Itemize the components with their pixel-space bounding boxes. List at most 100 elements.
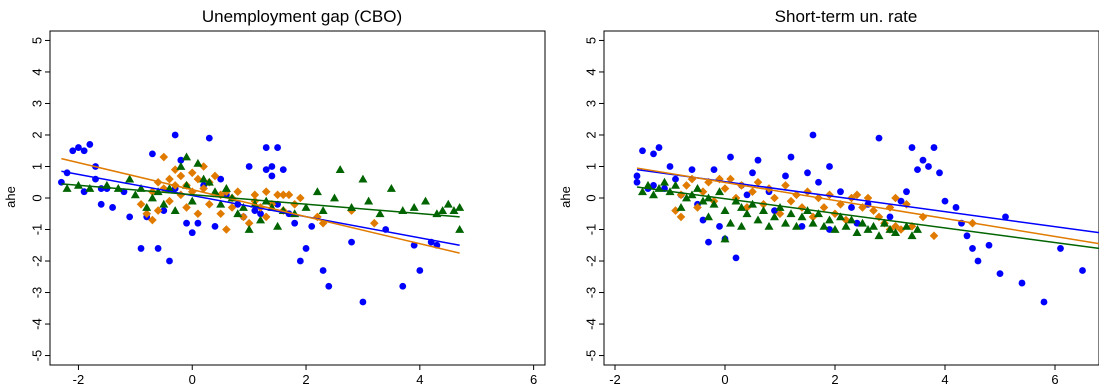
data-point-circle [80, 147, 88, 155]
data-point-triangle [764, 221, 774, 230]
x-tick-label: 4 [416, 372, 423, 387]
fit-lines [636, 167, 1099, 250]
data-point-triangle [216, 199, 226, 208]
data-point-diamond [748, 187, 757, 196]
data-point-diamond [687, 174, 697, 184]
data-point-triangle [874, 231, 884, 240]
data-point-triangle [62, 184, 72, 192]
data-point-diamond [187, 168, 197, 178]
data-point-circle [80, 188, 88, 196]
data-point-circle [705, 238, 712, 246]
data-point-triangle [176, 161, 186, 170]
data-point-triangle [364, 196, 374, 205]
data-point-triangle [318, 206, 328, 214]
data-point-triangle [125, 174, 135, 183]
data-point-circle [75, 144, 82, 151]
data-point-triangle [649, 190, 658, 199]
data-point-diamond [902, 200, 911, 209]
data-point-circle [710, 166, 718, 174]
data-point-circle [177, 156, 185, 164]
data-point-circle [952, 204, 960, 211]
data-point-diamond [808, 212, 818, 222]
data-point-triangle [759, 206, 768, 214]
data-point-diamond [153, 206, 163, 215]
data-point-triangle [753, 215, 763, 224]
data-point-diamond [676, 190, 686, 200]
data-point-triangle [386, 184, 396, 192]
data-point-circle [302, 245, 310, 252]
data-point-triangle [85, 184, 95, 192]
data-point-circle [245, 163, 253, 170]
chart-title: Short-term un. rate [775, 7, 918, 26]
data-point-diamond [165, 196, 174, 206]
data-point-circle [279, 166, 287, 174]
data-point-triangle [204, 177, 214, 186]
y-tick-label: -3 [584, 287, 599, 299]
data-point-diamond [222, 225, 231, 234]
data-point-diamond [170, 165, 180, 174]
data-point-triangle [312, 187, 322, 196]
data-point-circle [749, 169, 756, 177]
data-point-diamond [836, 200, 845, 209]
data-point-diamond [261, 187, 271, 196]
data-point-triangle [770, 212, 779, 221]
data-point-circle [205, 134, 213, 142]
data-point-circle [291, 219, 299, 227]
data-point-triangle [170, 206, 180, 214]
data-point-triangle [797, 212, 807, 221]
x-tick-label: 4 [941, 372, 948, 387]
data-point-triangle [130, 190, 140, 199]
data-point-triangle [748, 199, 757, 208]
y-tick-label: 3 [30, 100, 45, 107]
y-tick-label: 1 [30, 163, 45, 170]
data-point-circle [194, 219, 202, 227]
data-point-diamond [770, 193, 779, 203]
data-point-circle [809, 131, 817, 139]
data-point-circle [154, 245, 162, 252]
data-point-triangle [455, 225, 465, 233]
data-point-circle [137, 245, 145, 252]
data-point-circle [160, 207, 168, 215]
data-point-diamond [239, 212, 248, 222]
data-point-triangle [885, 225, 895, 233]
x-tick-label: 2 [831, 372, 838, 387]
data-point-circle [925, 163, 932, 170]
data-point-diamond [907, 222, 917, 231]
data-point-triangle [902, 221, 911, 230]
data-point-diamond [227, 203, 237, 212]
data-point-diamond [891, 193, 900, 203]
data-point-triangle [720, 206, 730, 214]
data-point-diamond [244, 218, 254, 228]
data-point-circle [853, 219, 861, 227]
data-point-circle [969, 245, 976, 252]
y-tick-label: 1 [584, 163, 599, 170]
data-point-circle [97, 200, 105, 208]
data-point-triangle [671, 180, 680, 189]
data-point-circle [149, 150, 156, 158]
data-point-diamond [199, 184, 208, 193]
data-point-triangle [210, 187, 220, 196]
data-point-circle [1018, 279, 1026, 287]
data-point-circle [919, 156, 927, 164]
data-point-circle [743, 191, 751, 199]
data-point-triangle [693, 184, 702, 192]
data-point-triangle [164, 184, 174, 192]
data-point-triangle [193, 158, 203, 167]
x-tick-label: -2 [73, 372, 85, 387]
panel-unemployment-gap: Unemployment gap (CBO) ahe -2 0 2 4 6-5-4-3-… [3, 7, 546, 387]
fit-line [636, 186, 1099, 250]
data-point-triangle [715, 187, 724, 196]
data-point-diamond [775, 209, 785, 219]
data-point-triangle [858, 218, 867, 227]
data-point-diamond [786, 196, 796, 206]
data-point-circle [996, 270, 1004, 278]
data-point-triangle [913, 225, 922, 233]
y-tick-label: 2 [30, 131, 45, 138]
data-point-diamond [918, 212, 928, 222]
data-point-circle [109, 204, 116, 211]
data-point-triangle [421, 196, 431, 205]
data-point-triangle [443, 199, 453, 208]
data-point-circle [633, 178, 641, 186]
data-point-diamond [764, 184, 774, 193]
data-point-circle [655, 144, 663, 151]
